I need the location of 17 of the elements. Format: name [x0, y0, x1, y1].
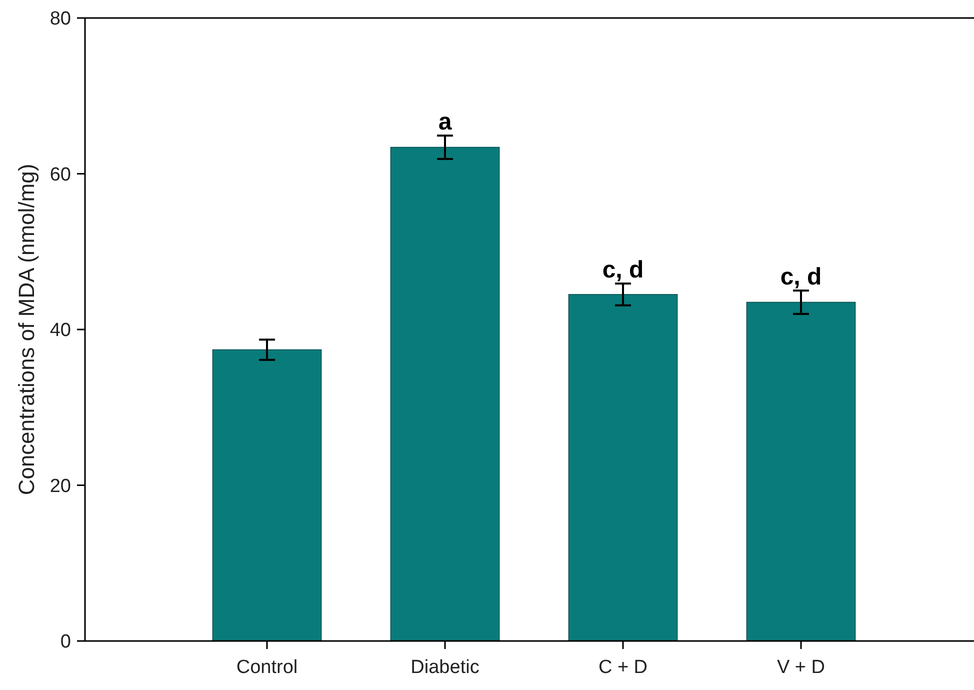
x-tick-label: Diabetic: [410, 657, 480, 678]
bar: [746, 302, 856, 642]
y-tick-label: 60: [50, 164, 71, 186]
y-tick-label: 80: [50, 8, 71, 30]
annotation: c, d: [602, 256, 644, 284]
y-tick-label: 20: [50, 476, 71, 497]
x-tick-label: Control: [236, 657, 298, 678]
y-tick-label: 40: [50, 320, 71, 342]
bar: [390, 146, 500, 642]
annotation: c, d: [780, 264, 822, 291]
annotation: a: [438, 108, 452, 136]
bar: [568, 294, 678, 642]
y-tick-label: 0: [60, 632, 71, 653]
y-axis-title: Concentrations of MDA (nmol/mg): [14, 164, 39, 496]
x-tick-label: C + D: [598, 657, 648, 678]
bar: [212, 349, 322, 642]
x-tick-label: V + D: [776, 657, 826, 678]
